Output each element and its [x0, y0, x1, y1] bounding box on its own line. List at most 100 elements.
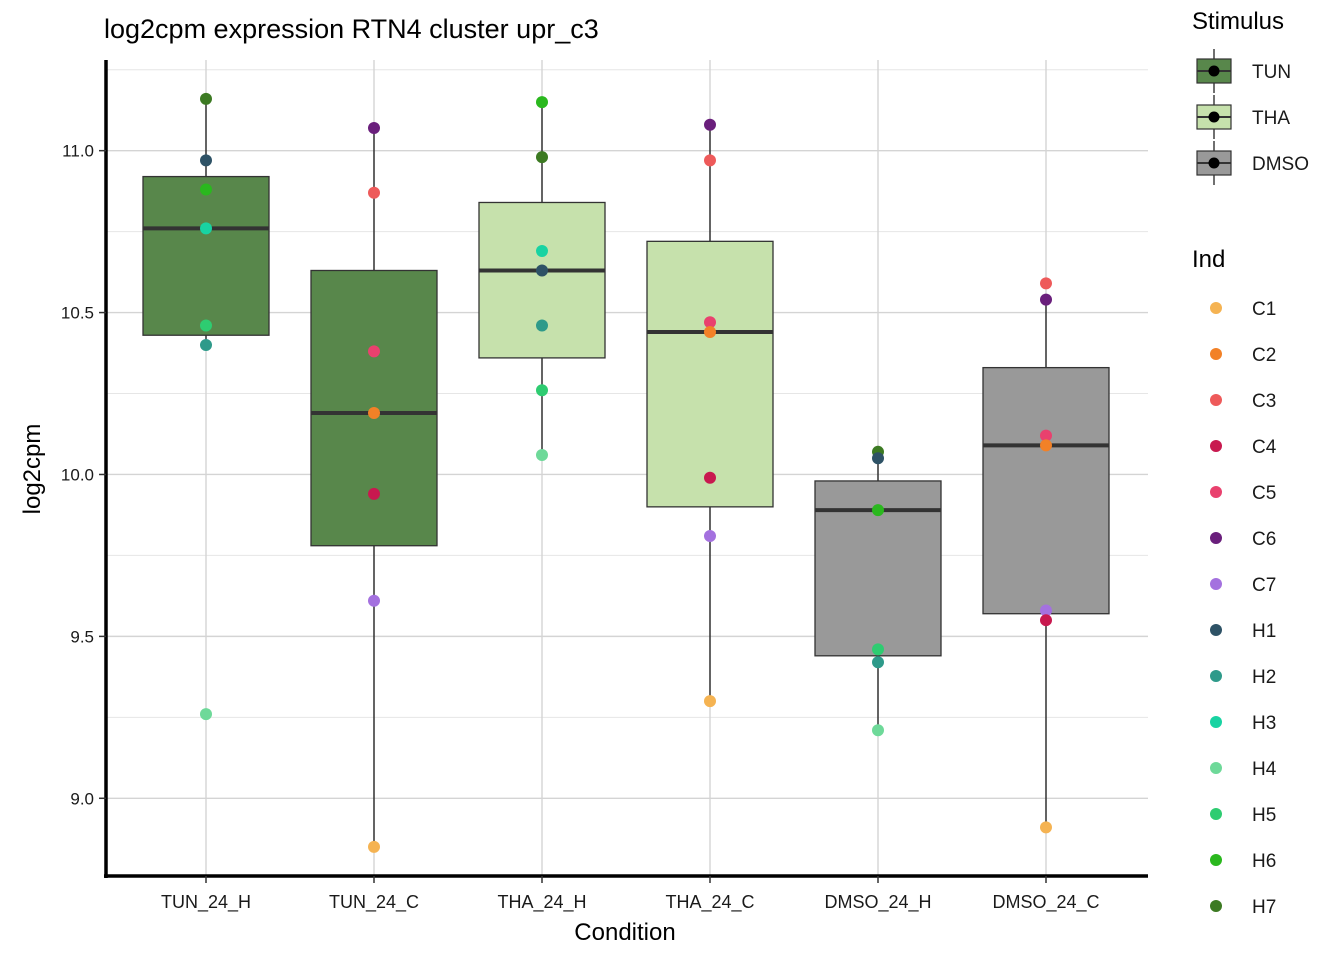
- ind-legend-label: C4: [1252, 437, 1277, 458]
- chart-title: log2cpm expression RTN4 cluster upr_c3: [104, 14, 599, 44]
- x-tick-label: THA_24_H: [497, 892, 586, 913]
- point-DMSO_24_H-H6: [872, 504, 884, 517]
- legend-point: [1208, 65, 1220, 77]
- x-tick-label: DMSO_24_H: [824, 892, 931, 913]
- legend-dot: [1210, 394, 1222, 406]
- point-THA_24_C-C3: [704, 154, 716, 167]
- point-THA_24_C-C4: [704, 471, 716, 484]
- x-tick-label: TUN_24_C: [329, 892, 419, 913]
- x-axis-label: Condition: [574, 919, 675, 946]
- legend-dot: [1210, 624, 1222, 636]
- point-TUN_24_H-H4: [200, 708, 212, 721]
- legend-dot: [1210, 486, 1222, 498]
- ind-legend-label: C2: [1252, 345, 1276, 366]
- ind-legend-item: H5: [1210, 805, 1276, 826]
- legend-dot: [1210, 348, 1222, 360]
- axis-layer: 9.0 9.5 10.0 10.5 11.0 TUN_24_H TUN_24_C THA_24…: [61, 60, 1148, 913]
- ind-legend-label: C7: [1252, 575, 1276, 596]
- legend-dot: [1210, 302, 1222, 314]
- point-THA_24_H-H5: [536, 384, 548, 397]
- box-TUN_24_H: [142, 98, 270, 345]
- ind-legend-label: C1: [1252, 299, 1276, 320]
- point-DMSO_24_H-H1: [872, 452, 884, 465]
- box-DMSO_24_C: [982, 299, 1110, 828]
- legend-point: [1208, 111, 1220, 123]
- point-TUN_24_H-H2: [200, 338, 212, 351]
- y-tick-label: 10.0: [61, 465, 94, 484]
- ind-legend-label: H5: [1252, 805, 1276, 826]
- legend-dot: [1210, 808, 1222, 820]
- ind-legend-label: C3: [1252, 391, 1276, 412]
- box-TUN_24_C: [310, 128, 438, 847]
- legend-dot: [1210, 670, 1222, 682]
- legend-dot: [1210, 900, 1222, 912]
- legend-point: [1208, 157, 1220, 169]
- stimulus-legend-item: THA: [1196, 95, 1290, 139]
- point-THA_24_C-C6: [704, 118, 716, 131]
- ind-legend-item: C2: [1210, 345, 1276, 366]
- box-iqr: [646, 240, 774, 508]
- box-iqr: [982, 366, 1110, 615]
- ind-legend-label: H3: [1252, 713, 1276, 734]
- stimulus-legend-item: TUN: [1196, 49, 1291, 93]
- y-tick-label: 9.0: [70, 789, 94, 808]
- legend-dot: [1210, 440, 1222, 452]
- box-THA_24_C: [646, 124, 774, 702]
- point-TUN_24_H-H5: [200, 319, 212, 332]
- ind-legend-item: C3: [1210, 391, 1276, 412]
- ind-legend-item: H6: [1210, 851, 1276, 872]
- point-DMSO_24_C-C1: [1040, 821, 1052, 834]
- point-THA_24_H-H4: [536, 449, 548, 462]
- ind-legend-title: Ind: [1192, 246, 1225, 273]
- ind-legend-item: C7: [1210, 575, 1276, 596]
- box-iqr: [142, 175, 270, 336]
- ind-legend-item: H7: [1210, 897, 1276, 918]
- box-THA_24_H: [478, 102, 606, 456]
- stimulus-legend-item: DMSO: [1196, 141, 1309, 185]
- point-THA_24_H-H1: [536, 264, 548, 277]
- point-TUN_24_H-H6: [200, 183, 212, 196]
- point-TUN_24_H-H7: [200, 92, 212, 105]
- ind-legend: Ind C1 C2 C3 C4 C5 C6 C7 H1 H2 H3 H4 H5 H6 H7: [1192, 246, 1277, 918]
- legend-dot: [1210, 578, 1222, 590]
- x-tick-label: DMSO_24_C: [992, 892, 1099, 913]
- stimulus-legend-label: THA: [1252, 108, 1290, 129]
- point-THA_24_C-C7: [704, 530, 716, 542]
- point-TUN_24_C-C6: [368, 122, 380, 134]
- ind-legend-item: H1: [1210, 621, 1276, 642]
- point-TUN_24_C-C3: [368, 186, 380, 199]
- point-THA_24_H-H3: [536, 245, 548, 258]
- stimulus-legend: Stimulus TUN THA DMSO: [1192, 8, 1309, 185]
- stimulus-legend-label: DMSO: [1252, 154, 1309, 175]
- y-axis-label: log2cpm: [19, 424, 46, 515]
- ind-legend-label: H6: [1252, 851, 1276, 872]
- ind-legend-item: C1: [1210, 299, 1276, 320]
- point-DMSO_24_C-C3: [1040, 277, 1052, 290]
- ind-legend-item: C6: [1210, 529, 1276, 550]
- x-tick-label: THA_24_C: [665, 892, 754, 913]
- point-DMSO_24_C-C4: [1040, 614, 1052, 627]
- box-iqr: [478, 201, 606, 359]
- x-tick-label: TUN_24_H: [161, 892, 251, 913]
- point-DMSO_24_H-H2: [872, 656, 884, 669]
- y-tick-label: 11.0: [62, 142, 94, 161]
- ind-legend-label: C6: [1252, 529, 1276, 550]
- point-TUN_24_H-H3: [200, 222, 212, 235]
- ind-legend-label: C5: [1252, 483, 1276, 504]
- stimulus-legend-label: TUN: [1252, 62, 1291, 83]
- point-TUN_24_C-C5: [368, 345, 380, 358]
- point-DMSO_24_C-C5: [1040, 429, 1052, 442]
- ind-legend-item: C5: [1210, 483, 1276, 504]
- ind-legend-item: H2: [1210, 667, 1276, 688]
- box-DMSO_24_H: [814, 451, 942, 731]
- point-TUN_24_H-H1: [200, 154, 212, 167]
- y-tick-label: 10.5: [61, 304, 94, 323]
- y-tick-label: 9.5: [70, 627, 94, 646]
- ind-legend-item: H4: [1210, 759, 1277, 780]
- point-layer: [200, 92, 1052, 853]
- point-THA_24_H-H2: [536, 319, 548, 332]
- point-THA_24_H-H6: [536, 96, 548, 109]
- ind-legend-label: H2: [1252, 667, 1276, 688]
- point-TUN_24_C-C1: [368, 840, 380, 853]
